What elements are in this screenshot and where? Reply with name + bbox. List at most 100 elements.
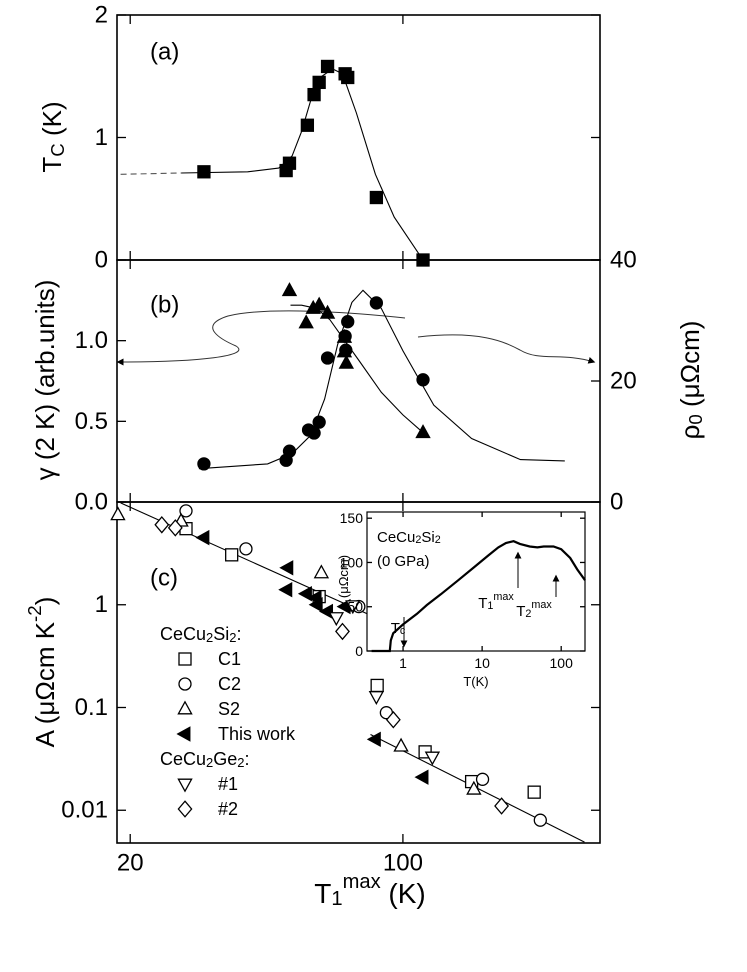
marker xyxy=(385,710,401,729)
marker xyxy=(369,190,384,205)
y-tick-label: 0 xyxy=(355,643,363,659)
x-axis-label: T1max (K) xyxy=(314,871,426,910)
text-part: Si xyxy=(213,624,229,644)
axis-arrow xyxy=(417,334,596,364)
marker xyxy=(239,542,253,556)
legend-heading: CeCu2Ge2: xyxy=(160,749,250,770)
legend-marker xyxy=(178,677,192,691)
text-part: C xyxy=(47,143,68,157)
axis-arrow xyxy=(116,310,406,366)
plot-frame xyxy=(116,501,601,844)
y-tick-label: 150 xyxy=(340,510,364,526)
text-part: max xyxy=(343,871,381,893)
text-part: 2 xyxy=(525,608,531,620)
text-part: ρ (μΩcm) xyxy=(336,555,351,609)
marker xyxy=(475,772,490,786)
marker xyxy=(311,296,327,311)
y2-tick-label: 0 xyxy=(610,489,623,516)
marker xyxy=(424,751,441,766)
text-part: T xyxy=(478,595,487,612)
y-tick-label: 1 xyxy=(95,591,108,618)
y-tick-label: 0.0 xyxy=(75,489,108,516)
legend-label: S2 xyxy=(218,699,240,719)
marker xyxy=(281,282,298,297)
x-tick-label: 100 xyxy=(550,655,574,671)
x-tick-label: 1 xyxy=(399,655,407,671)
marker xyxy=(393,737,409,752)
panel-label: (a) xyxy=(150,39,179,66)
legend-label: C1 xyxy=(218,649,241,669)
x-tick-label: 100 xyxy=(383,850,423,877)
marker xyxy=(366,731,381,748)
legend-heading: CeCu2Si2: xyxy=(160,624,242,645)
y-tick-label: 0 xyxy=(95,247,108,274)
text-part: A (μΩcm K xyxy=(30,621,60,747)
y2-tick-label: 20 xyxy=(610,368,637,395)
y-tick-label: 100 xyxy=(340,554,364,570)
marker xyxy=(338,329,352,343)
legend-label: #1 xyxy=(218,774,238,794)
inset-background xyxy=(367,512,585,651)
marker xyxy=(345,600,361,615)
legend-marker xyxy=(178,652,192,666)
marker xyxy=(466,780,482,795)
marker xyxy=(341,315,355,329)
marker xyxy=(298,314,314,329)
y-tick-label: 1.0 xyxy=(75,327,108,354)
marker xyxy=(335,622,350,641)
text-part: T xyxy=(391,620,400,637)
panel-label: (c) xyxy=(150,565,178,592)
marker xyxy=(328,612,345,627)
y-tick-label: 2 xyxy=(95,2,108,29)
text-part: 2 xyxy=(435,534,441,546)
text-part: : xyxy=(236,624,241,644)
legend-label: This work xyxy=(218,724,296,744)
annotation: (0 GPa) xyxy=(377,553,430,570)
marker xyxy=(179,504,193,518)
text-part: : xyxy=(244,749,249,769)
fit-line xyxy=(120,172,182,175)
plot-frame xyxy=(366,511,586,652)
text-part: T(K) xyxy=(463,674,488,689)
y2-tick-label: 40 xyxy=(610,247,637,274)
marker xyxy=(320,59,335,74)
text-part: (K) xyxy=(381,878,426,909)
y-axis-label: ρ (μΩcm) xyxy=(336,555,351,609)
marker xyxy=(297,586,312,602)
text-part: (0 GPa) xyxy=(377,553,430,570)
text-part: (μΩcm) xyxy=(675,321,705,415)
legend-marker xyxy=(177,778,193,793)
y-tick-label: 0.5 xyxy=(75,408,108,435)
marker xyxy=(307,426,321,440)
marker xyxy=(313,564,330,579)
legend-marker xyxy=(177,700,193,715)
marker xyxy=(368,691,385,706)
text-part: (K) xyxy=(37,101,67,143)
fit-line xyxy=(181,68,424,261)
marker xyxy=(197,457,211,471)
y-axis-label: A (μΩcm K-2) xyxy=(24,597,60,748)
marker xyxy=(415,424,431,439)
marker xyxy=(279,560,294,576)
text-part: Si xyxy=(421,529,434,546)
text-part: -2 xyxy=(24,605,45,622)
marker xyxy=(319,304,336,319)
marker xyxy=(195,529,210,546)
text-part: T xyxy=(314,878,331,909)
x-tick-label: 20 xyxy=(117,850,144,877)
text-part: ρ xyxy=(675,425,705,440)
text-part: CeCu xyxy=(160,624,206,644)
text-part: 1 xyxy=(331,888,342,910)
text-part: T xyxy=(516,603,525,620)
marker xyxy=(308,597,323,613)
legend-marker xyxy=(177,800,193,818)
text-part: c xyxy=(400,625,406,637)
marker xyxy=(494,797,510,815)
marker xyxy=(533,813,547,827)
fit-line xyxy=(198,289,565,470)
annotation: Tc xyxy=(391,620,406,638)
marker xyxy=(282,444,297,458)
marker xyxy=(338,354,355,369)
text-part: CeCu xyxy=(160,749,206,769)
